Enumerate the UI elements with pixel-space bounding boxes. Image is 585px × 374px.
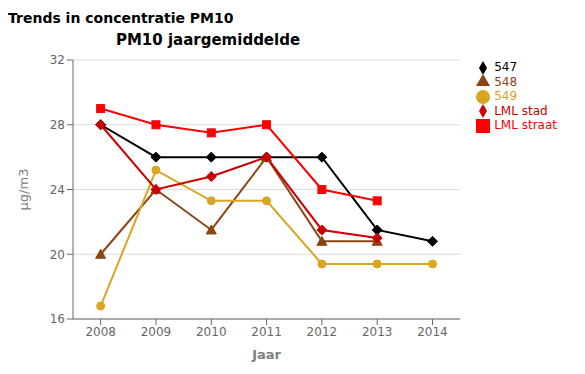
svg-text:20: 20 (50, 248, 65, 262)
svg-text:2010: 2010 (196, 325, 227, 339)
svg-text:2012: 2012 (307, 325, 338, 339)
svg-text:16: 16 (50, 312, 65, 326)
svg-text:24: 24 (50, 183, 65, 197)
html-text:LML stad: LML stad (494, 103, 548, 118)
svg-text:µg/m3: µg/m3 (16, 169, 31, 211)
svg-text:2014: 2014 (417, 325, 448, 339)
svg-text:2008: 2008 (85, 325, 116, 339)
html-text:548: 548 (494, 74, 518, 89)
html-text:Trends in concentratie PM10: Trends in concentratie PM10 (8, 10, 234, 26)
svg-text:32: 32 (50, 53, 65, 67)
html-text:549: 549 (494, 89, 518, 103)
svg-text:2013: 2013 (362, 325, 393, 339)
html-text:PM10 jaargemiddelde: PM10 jaargemiddelde (115, 31, 301, 49)
html-text:547: 547 (494, 60, 518, 74)
svg-text:2011: 2011 (251, 325, 282, 339)
svg-text:2009: 2009 (141, 325, 172, 339)
html-text:LML straat: LML straat (494, 118, 557, 132)
svg-text:28: 28 (50, 118, 65, 132)
svg-text:Jaar: Jaar (251, 347, 281, 362)
